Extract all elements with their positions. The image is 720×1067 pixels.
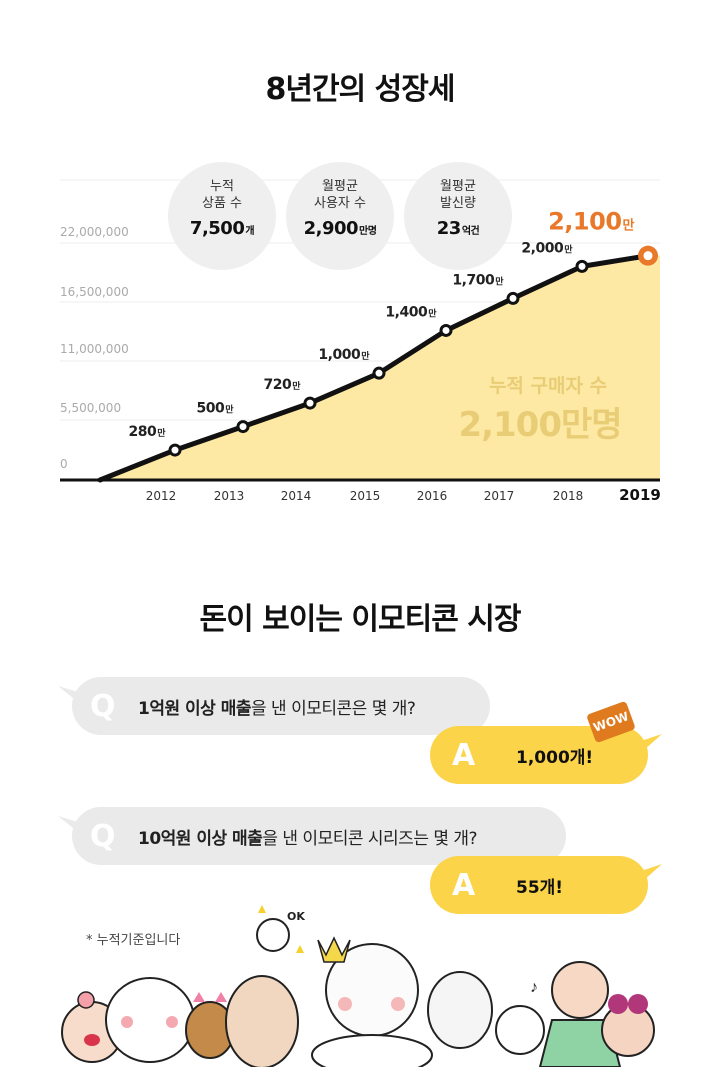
x-tick-label: 2019 — [619, 486, 661, 504]
y-tick-label: 0 — [60, 457, 68, 471]
question-text: 1억원 이상 매출을 낸 이모티콘은 몇 개? — [138, 698, 416, 719]
chart-area-fill — [100, 255, 660, 480]
data-label: 1,700만 — [452, 272, 504, 288]
stat-label: 누적 상품 수 — [201, 179, 242, 211]
svg-text:OK: OK — [287, 910, 305, 923]
stat-value: 2,900만명 — [303, 218, 377, 239]
stat-label: 월평균 발신량 — [440, 179, 476, 211]
answer-bubble-2: A 55개! — [430, 856, 648, 914]
data-point-highlight-center — [643, 251, 653, 261]
footnote: * 누적기준입니다 — [86, 933, 181, 948]
question-text: 10억원 이상 매출을 낸 이모티콘 시리즈는 몇 개? — [138, 828, 478, 849]
y-tick-label: 22,000,000 — [60, 225, 129, 239]
ok-sign-icon: OK — [256, 905, 305, 953]
data-label: 280만 — [128, 424, 166, 440]
data-point — [236, 420, 250, 434]
question-tail — [58, 816, 78, 832]
data-label: 720만 — [263, 377, 301, 393]
question-q-icon: Q — [90, 688, 116, 724]
stat-monthly-users: 월평균 사용자 수 2,900만명 — [286, 162, 394, 270]
answer-text: 1,000개! — [516, 747, 594, 768]
x-tick-label: 2017 — [484, 489, 515, 503]
series-name-label: 누적 구매자 수 — [489, 375, 607, 397]
sketch-face-character-icon — [427, 971, 493, 1049]
stat-label: 월평균 사용자 수 — [314, 179, 366, 211]
x-tick-label: 2018 — [553, 489, 584, 503]
x-tick-label: 2012 — [146, 489, 177, 503]
question-tail — [58, 686, 78, 702]
data-point — [439, 323, 453, 337]
x-tick-label: 2013 — [214, 489, 245, 503]
data-point — [372, 366, 386, 380]
bunny-baby-character-icon: ♪ — [495, 979, 545, 1055]
y-tick-label: 16,500,000 — [60, 285, 129, 299]
growth-chart: 0 5,500,000 11,000,000 16,500,000 22,000,000… — [60, 179, 661, 504]
bald-man-character-icon — [225, 975, 299, 1067]
data-label: 2,100만 — [548, 208, 634, 236]
stat-value: 23억건 — [436, 218, 480, 239]
data-point — [168, 443, 182, 457]
answer-text: 55개! — [516, 877, 564, 898]
stat-total-products: 누적 상품 수 7,500개 — [168, 162, 276, 270]
answer-tail — [644, 734, 662, 750]
series-total-label: 2,100만명 — [458, 405, 621, 445]
data-point — [506, 291, 520, 305]
answer-a-icon: A — [452, 867, 476, 903]
stat-monthly-messages: 월평균 발신량 23억건 — [404, 162, 512, 270]
section-title-growth: 8년간의 성장세 — [265, 72, 456, 107]
question-q-icon: Q — [90, 818, 116, 854]
data-point — [575, 259, 589, 273]
data-label: 2,000만 — [521, 240, 573, 256]
question-bubble-1: Q 1억원 이상 매출을 낸 이모티콘은 몇 개? — [72, 677, 490, 735]
data-label: 1,000만 — [318, 347, 370, 363]
data-label: 1,400만 — [385, 304, 437, 320]
answer-a-icon: A — [452, 737, 476, 773]
white-rabbit-character-icon — [105, 977, 195, 1063]
stat-value: 7,500개 — [189, 218, 255, 239]
y-tick-label: 5,500,000 — [60, 401, 121, 415]
svg-text:♪: ♪ — [530, 979, 538, 996]
grandma-character-icon — [601, 994, 655, 1057]
crowned-round-character-icon — [311, 936, 433, 1067]
data-point — [303, 396, 317, 410]
answer-tail — [644, 864, 662, 880]
x-tick-label: 2015 — [350, 489, 381, 503]
y-tick-label: 11,000,000 — [60, 342, 129, 356]
emoticon-characters-illustration: OK ♪ — [61, 905, 655, 1067]
x-tick-label: 2014 — [281, 489, 312, 503]
section-title-market: 돈이 보이는 이모티콘 시장 — [199, 602, 522, 637]
data-label: 500만 — [196, 401, 234, 417]
x-tick-label: 2016 — [417, 489, 448, 503]
question-bubble-2: Q 10억원 이상 매출을 낸 이모티콘 시리즈는 몇 개? — [72, 807, 566, 865]
girl-green-dress-character-icon — [538, 961, 622, 1067]
